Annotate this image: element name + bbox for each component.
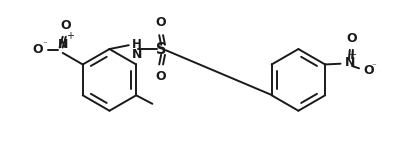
Text: N: N [131,48,142,61]
Text: O: O [156,70,166,83]
Text: N: N [345,56,356,69]
Text: O: O [32,43,43,56]
Text: O: O [346,32,357,45]
Text: H: H [131,38,141,51]
Text: +: + [66,31,74,41]
Text: N: N [57,38,68,51]
Text: S: S [156,42,166,57]
Text: +: + [348,50,356,60]
Text: ⁻: ⁻ [43,41,47,50]
Text: O: O [156,16,166,29]
Text: ⁻: ⁻ [371,62,376,71]
Text: O: O [363,64,374,77]
Text: O: O [61,19,71,32]
